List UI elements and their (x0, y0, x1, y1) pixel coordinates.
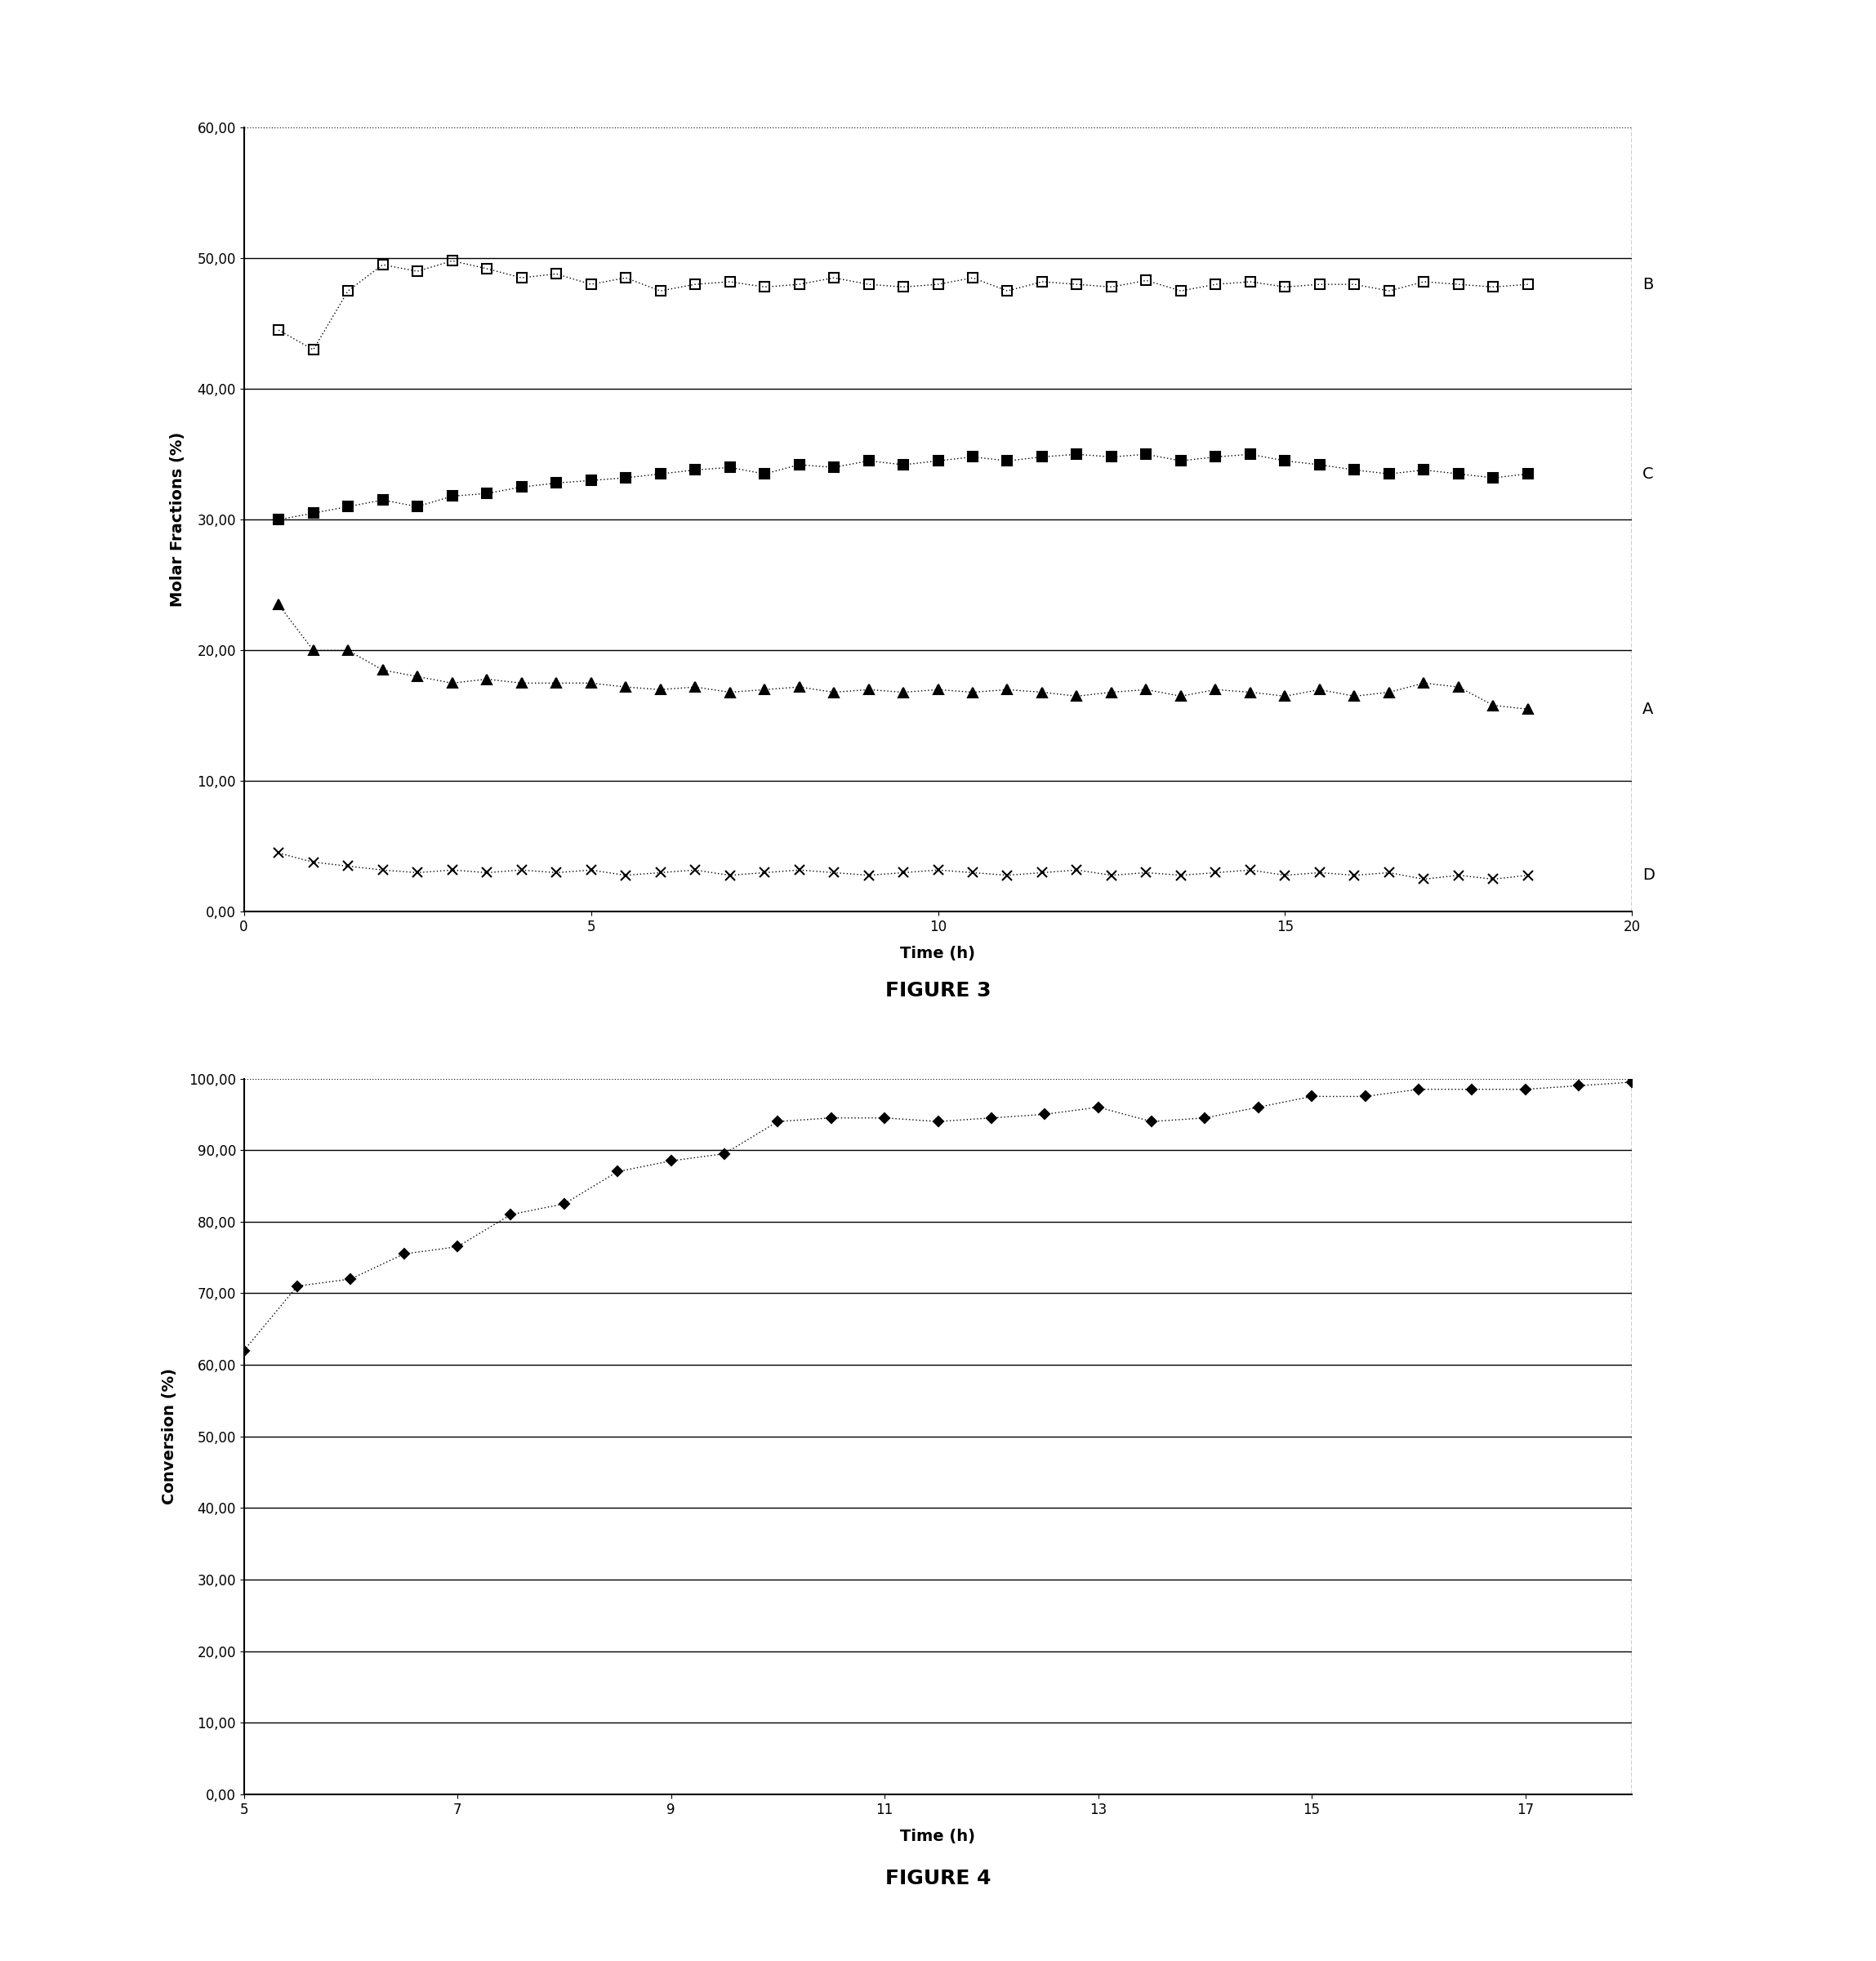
Text: A: A (1643, 702, 1653, 718)
Y-axis label: Molar Fractions (%): Molar Fractions (%) (171, 431, 186, 608)
Text: C: C (1643, 467, 1653, 482)
Text: FIGURE 3: FIGURE 3 (885, 980, 991, 1000)
Text: B: B (1643, 277, 1653, 292)
Y-axis label: Conversion (%): Conversion (%) (161, 1369, 176, 1504)
X-axis label: Time (h): Time (h) (900, 1828, 976, 1843)
Text: D: D (1643, 867, 1655, 882)
X-axis label: Time (h): Time (h) (900, 945, 976, 961)
Text: FIGURE 4: FIGURE 4 (885, 1869, 991, 1888)
